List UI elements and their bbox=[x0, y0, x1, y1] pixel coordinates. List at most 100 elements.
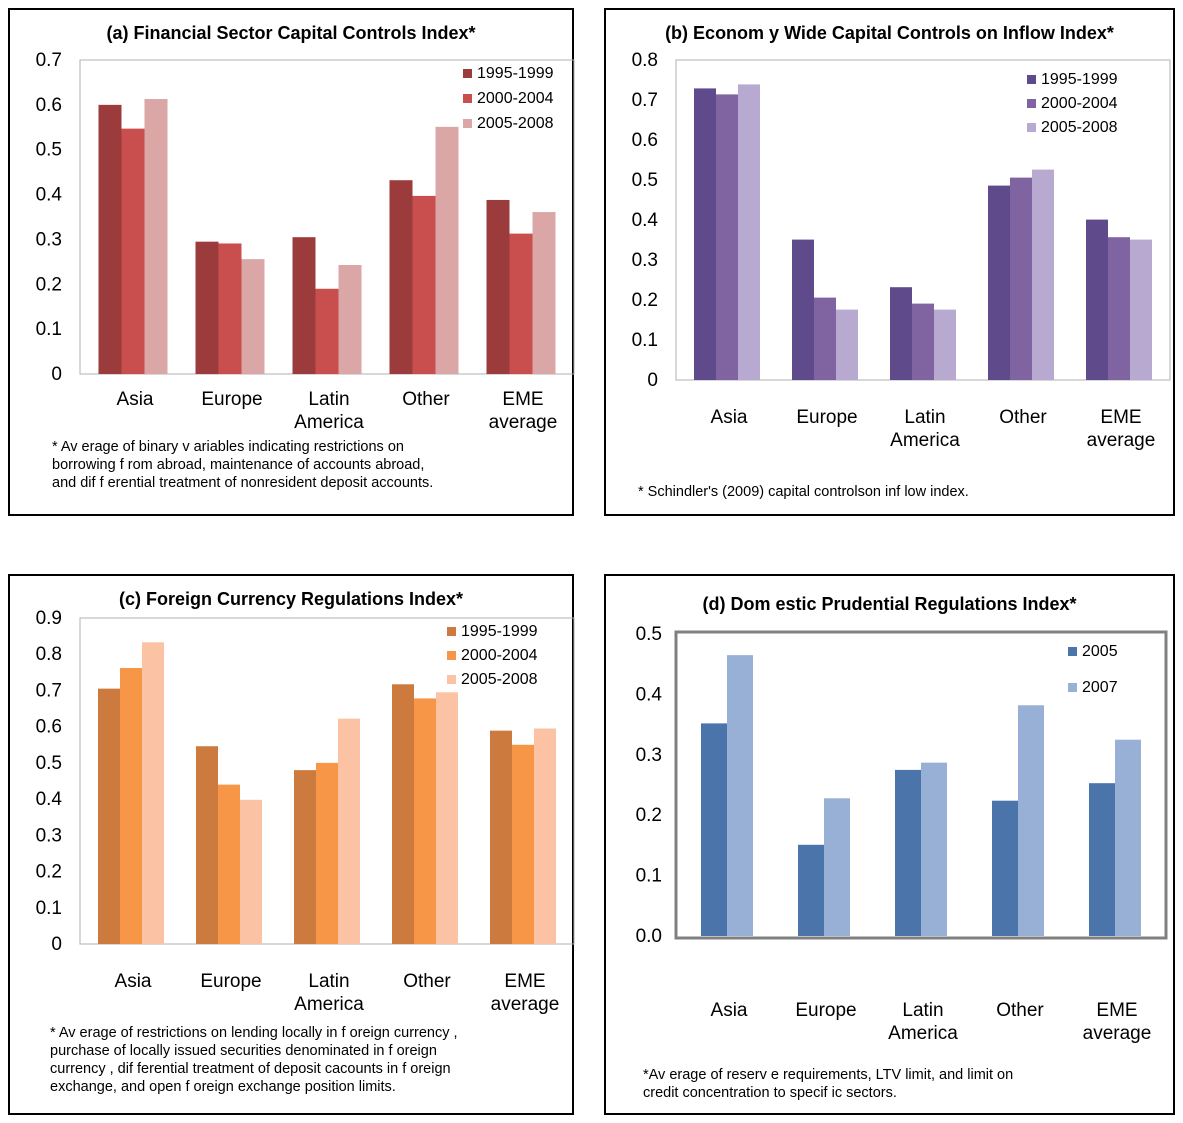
footnote-line: exchange, and open f oreign exchange pos… bbox=[50, 1079, 396, 1095]
bar-2000-2004-latin-america bbox=[912, 303, 934, 380]
bar-2005-2008-asia bbox=[738, 84, 760, 381]
x-category-label: Europe bbox=[200, 971, 261, 992]
legend-label: 2005-2008 bbox=[477, 115, 554, 132]
x-category-label: EME bbox=[502, 389, 543, 410]
bar-2000-2004-other bbox=[1010, 177, 1032, 380]
bar-2005-2008-latin-america bbox=[338, 264, 362, 374]
x-category-label: Latin bbox=[902, 1000, 943, 1021]
bar-2000-2004-asia bbox=[716, 94, 738, 381]
legend-swatch bbox=[447, 627, 456, 636]
bar-2005-2008-europe bbox=[836, 309, 858, 380]
y-tick-label: 0.2 bbox=[36, 862, 62, 883]
bar-1995-1999-eme-average bbox=[490, 730, 512, 944]
y-tick-label: 0.4 bbox=[636, 684, 663, 705]
x-category-label: average bbox=[1083, 1023, 1152, 1044]
x-category-label: Europe bbox=[201, 389, 262, 410]
bar-1995-1999-other bbox=[392, 684, 414, 944]
bar-2005-2008-eme-average bbox=[532, 212, 556, 374]
y-tick-label: 0.8 bbox=[36, 644, 62, 665]
legend-swatch bbox=[463, 94, 472, 103]
x-category-label: Latin bbox=[904, 407, 945, 428]
y-tick-label: 0.7 bbox=[632, 90, 658, 111]
bar-2005-2008-other bbox=[1032, 169, 1054, 380]
bar-1995-1999-latin-america bbox=[292, 237, 316, 374]
legend-label: 2000-2004 bbox=[1041, 95, 1118, 112]
bar-2007-latin-america bbox=[921, 762, 947, 936]
bar-2000-2004-eme-average bbox=[509, 233, 533, 374]
footnote-line: and dif f erential treatment of nonresid… bbox=[52, 475, 434, 491]
y-tick-label: 0.7 bbox=[36, 50, 62, 71]
x-category-label: Asia bbox=[117, 389, 154, 410]
bar-2005-2008-europe bbox=[240, 799, 262, 944]
chart-svg-d: 0.0 0.1 0.2 0.3 0.4 0.5 Asia Europe LatinAmerica… bbox=[636, 624, 1168, 1044]
legend-label: 2000-2004 bbox=[461, 647, 538, 664]
legend-label: 2005-2008 bbox=[1041, 119, 1118, 136]
bar-2005-eme-average bbox=[1089, 783, 1115, 936]
bar-2005-europe bbox=[798, 844, 824, 936]
chart-title-b: (b) Econom y Wide Capital Controls on In… bbox=[665, 23, 1114, 43]
chart-svg-a: 0 0.1 0.2 0.3 0.4 0.5 0.6 0.7 Asia Europe LatinAme… bbox=[36, 50, 575, 433]
legend-label: 2005 bbox=[1082, 643, 1118, 660]
chart-svg-c: 0 0.1 0.2 0.3 0.4 0.5 0.6 0.7 0.8 0.9 Asia Europe La… bbox=[36, 608, 575, 1015]
bar-2005-2008-asia bbox=[144, 99, 168, 375]
chart-panel-c: (c) Foreign Currency Regulations Index* … bbox=[8, 574, 575, 1115]
legend-label: 2000-2004 bbox=[477, 90, 554, 107]
bar-2005-2008-latin-america bbox=[934, 309, 956, 380]
x-category-label: Latin bbox=[308, 389, 349, 410]
legend-label: 1995-1999 bbox=[1041, 71, 1118, 88]
plot-frame bbox=[674, 630, 1168, 940]
bar-1995-1999-eme-average bbox=[1086, 219, 1108, 380]
bar-2005-2008-eme-average bbox=[1130, 239, 1152, 380]
bar-2005-2008-other bbox=[435, 126, 459, 374]
bar-2000-2004-latin-america bbox=[316, 762, 338, 944]
x-category-label: Other bbox=[999, 407, 1047, 428]
x-category-label: Other bbox=[996, 1000, 1044, 1021]
x-category-label: average bbox=[491, 994, 560, 1015]
x-category-label: average bbox=[489, 412, 558, 433]
legend-swatch bbox=[447, 675, 456, 684]
footnote-line: * Av erage of binary v ariables indicati… bbox=[52, 439, 404, 455]
bar-2000-2004-europe bbox=[814, 297, 836, 380]
bar-1995-1999-europe bbox=[196, 746, 218, 944]
legend-swatch bbox=[1027, 123, 1036, 132]
legend-swatch bbox=[463, 119, 472, 128]
footnote-line: * Av erage of restrictions on lending lo… bbox=[50, 1025, 458, 1041]
y-tick-label: 0.1 bbox=[632, 330, 658, 351]
bar-2005-2008-other bbox=[436, 692, 458, 944]
chart-panel-d: (d) Dom estic Prudential Regulations Ind… bbox=[604, 574, 1175, 1115]
bar-2000-2004-asia bbox=[120, 667, 142, 944]
x-category-label: America bbox=[888, 1023, 958, 1044]
bar-1995-1999-asia bbox=[694, 88, 716, 381]
footnote-line: credit concentration to specif ic sector… bbox=[643, 1085, 897, 1101]
footnote-line: borrowing f rom abroad, maintenance of a… bbox=[52, 457, 425, 473]
bar-1995-1999-europe bbox=[792, 239, 814, 380]
y-tick-label: 0.0 bbox=[636, 926, 662, 947]
bar-2005-other bbox=[992, 800, 1018, 936]
x-category-label: America bbox=[294, 412, 364, 433]
legend-swatch bbox=[1068, 683, 1077, 692]
bar-1995-1999-eme-average bbox=[486, 199, 510, 374]
y-tick-label: 0.2 bbox=[632, 290, 658, 311]
y-tick-label: 0.6 bbox=[632, 130, 658, 151]
y-tick-label: 0.3 bbox=[36, 825, 62, 846]
x-category-label: Europe bbox=[796, 407, 857, 428]
x-category-label: EME bbox=[1096, 1000, 1137, 1021]
y-tick-label: 0.1 bbox=[636, 866, 662, 887]
y-tick-label: 0.4 bbox=[36, 185, 63, 206]
y-tick-label: 0.8 bbox=[632, 50, 658, 71]
legend-label: 2005-2008 bbox=[461, 671, 538, 688]
bar-2005-asia bbox=[701, 723, 727, 936]
y-tick-label: 0.7 bbox=[36, 680, 62, 701]
bar-2000-2004-eme-average bbox=[1108, 237, 1130, 380]
y-tick-label: 0.4 bbox=[632, 210, 659, 231]
legend-swatch bbox=[447, 651, 456, 660]
bar-2005-2008-asia bbox=[142, 642, 164, 944]
bar-2000-2004-asia bbox=[121, 128, 145, 374]
y-tick-label: 0.3 bbox=[636, 745, 662, 766]
y-tick-label: 0.9 bbox=[36, 608, 62, 629]
x-category-label: EME bbox=[504, 971, 545, 992]
bar-2000-2004-europe bbox=[218, 784, 240, 944]
y-tick-label: 0.4 bbox=[36, 789, 63, 810]
chart-note-b: * Schindler's (2009) capital controlson … bbox=[638, 483, 969, 501]
bar-2007-europe bbox=[824, 798, 850, 936]
